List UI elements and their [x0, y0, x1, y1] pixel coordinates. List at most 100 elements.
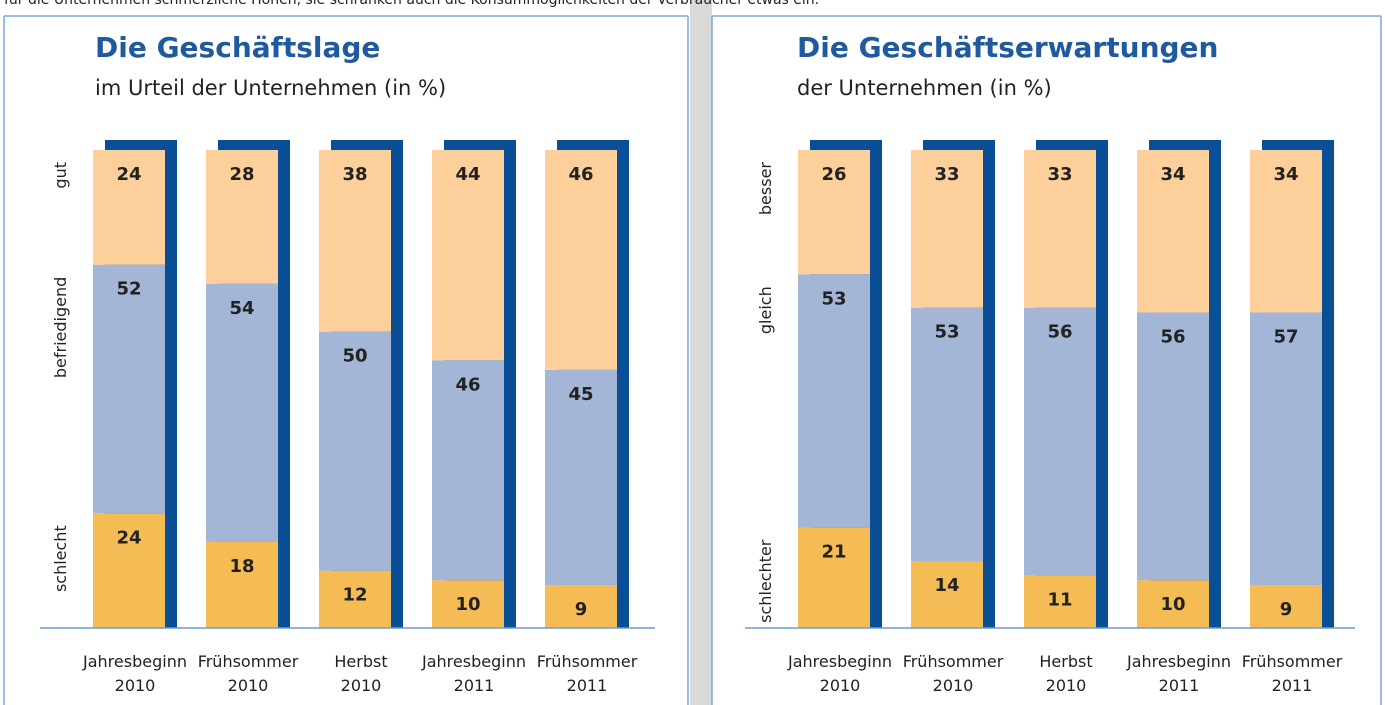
value-label: 57	[1273, 327, 1298, 348]
x-tick-label: Herbst 2010	[334, 652, 387, 695]
bar-segment	[432, 580, 504, 628]
bar-segment	[93, 264, 165, 514]
x-tick-label: Jahresbeginn 2010	[787, 652, 892, 695]
x-tick-label-line: Frühsommer	[537, 652, 638, 671]
x-tick-label-line: Jahresbeginn	[1126, 652, 1231, 671]
chart-subtitle: der Unternehmen (in %)	[797, 76, 1052, 100]
bar-segment	[1137, 150, 1209, 313]
value-label: 44	[455, 164, 480, 185]
bar-segment	[93, 513, 165, 628]
value-label: 50	[342, 346, 367, 367]
x-tick-label-line: 2011	[454, 676, 495, 695]
bar-segment	[1250, 150, 1322, 313]
series-label: besser	[756, 162, 775, 216]
bar-segment	[1137, 580, 1209, 628]
value-label: 24	[116, 164, 141, 185]
series-label: schlechter	[756, 539, 775, 623]
x-tick-label: Jahresbeginn 2011	[421, 652, 526, 695]
value-label: 46	[568, 164, 593, 185]
x-tick-label: Jahresbeginn 2011	[1126, 652, 1231, 695]
x-tick-label-line: 2010	[341, 676, 382, 695]
x-tick-label-line: 2010	[1046, 676, 1087, 695]
bar-segment	[319, 570, 391, 628]
series-label: schlecht	[51, 525, 70, 592]
x-tick-label: Frühsommer 2010	[198, 652, 299, 695]
value-label: 52	[116, 279, 141, 300]
chart-title: Die Geschäftserwartungen	[797, 31, 1218, 64]
value-label: 45	[568, 384, 593, 405]
series-label: gut	[51, 162, 70, 189]
x-tick-label-line: Herbst	[334, 652, 387, 671]
x-tick-label-line: Jahresbeginn	[421, 652, 526, 671]
x-tick-label-line: 2010	[820, 676, 861, 695]
value-label: 11	[1047, 589, 1072, 610]
x-tick-label-line: 2011	[1272, 676, 1313, 695]
bar-segment	[1024, 150, 1096, 308]
value-label: 38	[342, 164, 367, 185]
bar-segment	[206, 150, 278, 284]
value-label: 53	[934, 322, 959, 343]
bar-segment	[798, 274, 870, 528]
x-tick-label-line: 2011	[1159, 676, 1200, 695]
value-label: 56	[1160, 327, 1185, 348]
bar-segment	[911, 307, 983, 562]
bar-segment	[206, 541, 278, 628]
bar-segment	[545, 150, 617, 370]
bar-segment	[1250, 312, 1322, 585]
bar-segment	[206, 283, 278, 542]
bar-segment	[93, 150, 165, 265]
x-tick-label-line: 2011	[567, 676, 608, 695]
bar-segment	[1137, 312, 1209, 581]
value-label: 14	[934, 575, 959, 596]
value-label: 12	[342, 585, 367, 606]
x-tick-label: Frühsommer 2010	[903, 652, 1004, 695]
x-tick-label-line: Herbst	[1039, 652, 1092, 671]
chart-title: Die Geschäftslage	[95, 31, 380, 64]
series-label: befriedigend	[51, 277, 70, 378]
x-tick-label-line: Frühsommer	[1242, 652, 1343, 671]
bar-segment	[798, 527, 870, 628]
value-label: 24	[116, 527, 141, 548]
value-label: 9	[575, 599, 588, 620]
value-label: 54	[229, 298, 254, 319]
bar-segment	[1250, 584, 1322, 628]
value-label: 10	[1160, 594, 1185, 615]
value-label: 34	[1160, 164, 1185, 185]
value-label: 46	[455, 374, 480, 395]
x-tick-label: Jahresbeginn 2010	[82, 652, 187, 695]
x-tick-label-line: Frühsommer	[903, 652, 1004, 671]
bar-segment	[798, 150, 870, 275]
bar-segment	[432, 150, 504, 361]
value-label: 33	[934, 164, 959, 185]
bar-segment	[911, 561, 983, 628]
chart-subtitle: im Urteil der Unternehmen (in %)	[95, 76, 446, 100]
value-label: 53	[821, 288, 846, 309]
bar-segment	[545, 584, 617, 628]
x-tick-label-line: Frühsommer	[198, 652, 299, 671]
x-tick-label-line: 2010	[115, 676, 156, 695]
value-label: 28	[229, 164, 254, 185]
value-label: 9	[1280, 599, 1293, 620]
bar-segment	[432, 360, 504, 581]
bar-segment	[319, 331, 391, 571]
value-label: 56	[1047, 322, 1072, 343]
value-label: 10	[455, 594, 480, 615]
value-label: 21	[821, 542, 846, 563]
bar-segment	[1024, 307, 1096, 576]
value-label: 34	[1273, 164, 1298, 185]
x-tick-label-line: Jahresbeginn	[787, 652, 892, 671]
x-tick-label-line: Jahresbeginn	[82, 652, 187, 671]
bar-segment	[319, 150, 391, 332]
value-label: 18	[229, 556, 254, 577]
separator	[690, 0, 712, 705]
value-label: 33	[1047, 164, 1072, 185]
bar-segment	[911, 150, 983, 308]
intro-text: für die Unternehmen schmerzliche Höhen, …	[4, 0, 819, 8]
bar-segment	[545, 369, 617, 585]
x-tick-label: Frühsommer 2011	[537, 652, 638, 695]
x-tick-label-line: 2010	[933, 676, 974, 695]
bar-segment	[1024, 575, 1096, 628]
x-tick-label: Herbst 2010	[1039, 652, 1092, 695]
